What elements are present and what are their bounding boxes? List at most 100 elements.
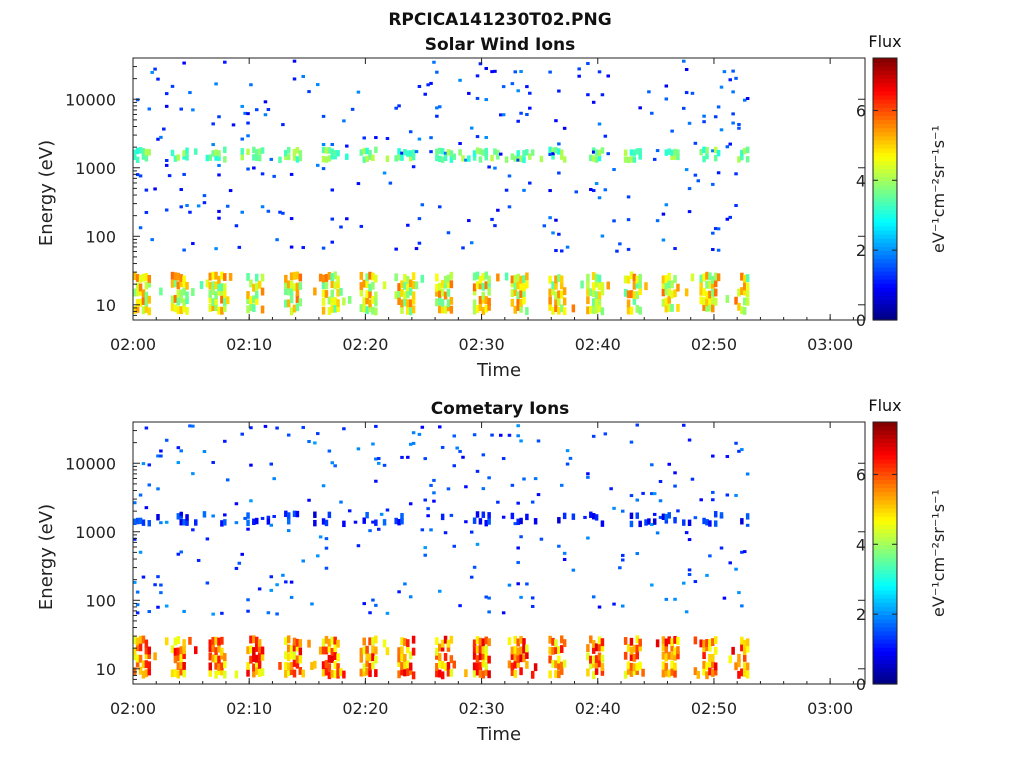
flux-cell (324, 646, 329, 655)
flux-cell (740, 287, 744, 296)
colorbar-step (873, 422, 897, 427)
flux-cell (586, 536, 590, 540)
flux-cell (249, 83, 253, 87)
flux-cell (138, 283, 143, 292)
flux-cell (377, 457, 381, 461)
flux-cell (475, 135, 480, 139)
flux-cell (377, 461, 381, 465)
flux-cell (211, 122, 215, 126)
flux-cell (525, 582, 529, 586)
flux-cell (316, 554, 320, 558)
flux-cell (295, 510, 300, 518)
flux-cell (475, 281, 480, 290)
flux-cell (135, 611, 140, 615)
flux-cell (252, 669, 256, 678)
flux-cell (618, 566, 622, 570)
flux-cell (449, 668, 454, 677)
flux-cell (249, 296, 253, 305)
flux-cell (336, 639, 340, 648)
flux-cell (196, 558, 201, 562)
flux-cell (188, 636, 192, 645)
flux-cell (626, 247, 631, 251)
flux-cell (321, 114, 326, 118)
flux-cell (629, 290, 634, 299)
flux-cell (708, 667, 712, 676)
flux-cell (284, 661, 288, 670)
flux-cell (327, 147, 332, 154)
flux-cell (324, 537, 329, 541)
flux-cell (211, 612, 215, 616)
flux-cell (246, 296, 250, 304)
flux-cell (246, 134, 250, 138)
flux-cell (647, 518, 651, 525)
flux-cell (246, 272, 250, 281)
y-tick-label: 100 (85, 227, 116, 246)
flux-cell (327, 307, 332, 315)
flux-cell (141, 635, 146, 644)
flux-cell (420, 203, 425, 207)
flux-cell (533, 477, 538, 481)
flux-cell (705, 146, 709, 154)
flux-cell (597, 122, 602, 126)
flux-cell (374, 479, 378, 483)
flux-cell (673, 516, 677, 524)
flux-cell (661, 212, 666, 216)
flux-cell (135, 274, 140, 282)
flux-cell (664, 517, 669, 524)
flux-cell (176, 513, 181, 520)
flux-cell (394, 155, 398, 162)
flux-cell (562, 126, 567, 130)
flux-cell (478, 62, 483, 66)
flux-cell (295, 638, 300, 647)
flux-cell (257, 653, 262, 661)
colorbar-step (873, 520, 897, 525)
colorbar-step (873, 434, 897, 439)
flux-cell (414, 247, 419, 251)
flux-cell (705, 519, 709, 526)
flux-cell (676, 651, 680, 660)
flux-cell (408, 442, 413, 446)
flux-cell (173, 155, 178, 162)
flux-cell (417, 432, 422, 436)
flux-cell (330, 636, 335, 645)
flux-cell (182, 519, 186, 526)
flux-cell (594, 182, 599, 186)
flux-cell (711, 653, 715, 662)
flux-cell (417, 241, 422, 245)
flux-cell (371, 154, 375, 161)
flux-cell (507, 174, 512, 178)
flux-cell (708, 554, 712, 558)
flux-cell (571, 513, 576, 520)
flux-cell (397, 670, 401, 679)
flux-cell (225, 204, 230, 208)
flux-cell (484, 147, 488, 155)
flux-cell (650, 463, 654, 467)
colorbar-step (873, 315, 897, 321)
flux-cell (179, 654, 183, 662)
flux-cell (475, 661, 480, 669)
flux-cell (560, 667, 564, 675)
flux-cell (684, 91, 689, 95)
flux-cell (702, 273, 706, 282)
flux-cell (330, 669, 335, 678)
flux-cell (586, 306, 590, 315)
flux-cell (147, 610, 152, 614)
flux-cell (664, 638, 669, 647)
flux-cell (435, 637, 439, 646)
flux-cell (737, 591, 741, 595)
colorbar-step (873, 458, 897, 464)
flux-cell (144, 149, 149, 156)
flux-cell (449, 150, 454, 157)
flux-cell (252, 166, 256, 170)
flux-cell (211, 287, 215, 296)
flux-cell (284, 287, 288, 295)
flux-cell (429, 81, 433, 85)
flux-cell (705, 662, 709, 671)
flux-cell (205, 537, 210, 541)
flux-cell (487, 638, 491, 647)
flux-cell (629, 512, 634, 520)
flux-cell (246, 512, 250, 519)
flux-cell (693, 516, 698, 520)
flux-cell (464, 520, 468, 524)
flux-cell (589, 511, 593, 518)
